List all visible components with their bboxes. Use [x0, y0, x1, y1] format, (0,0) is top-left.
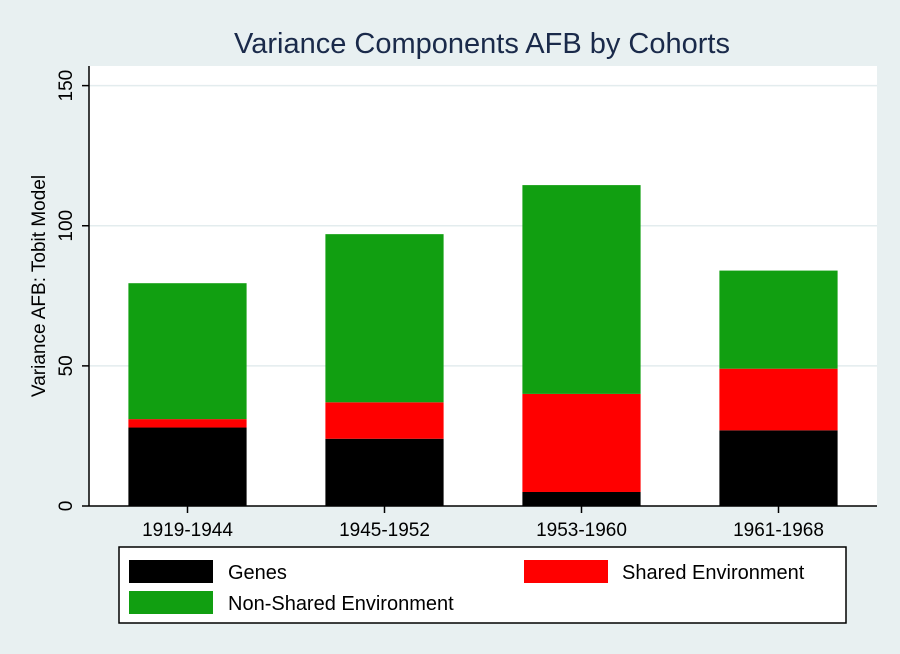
legend-swatch [129, 591, 213, 614]
legend-swatch [524, 560, 608, 583]
legend-label: Genes [228, 562, 287, 584]
bar-segment [719, 270, 838, 369]
bar-segment [128, 283, 247, 420]
legend-label: Non-Shared Environment [228, 593, 454, 615]
y-axis-label: Variance AFB: Tobit Model [29, 175, 50, 397]
y-tick-label: 50 [56, 355, 77, 376]
bars [128, 185, 838, 506]
legend-label: Shared Environment [622, 562, 805, 584]
bar-segment [719, 368, 838, 431]
bar-segment [325, 402, 444, 439]
y-axis: 0 50 100 150 [56, 66, 90, 512]
legend-swatch [129, 560, 213, 583]
y-tick-label: 100 [56, 210, 77, 242]
bar-segment [325, 234, 444, 403]
legend: Genes Shared Environment Non-Shared Enviro… [118, 546, 847, 624]
x-axis: 1919-1944 1945-1952 1953-1960 1961-1968 [89, 505, 877, 541]
chart-title: Variance Components AFB by Cohorts [234, 28, 730, 60]
bar-segment [522, 491, 641, 506]
y-tick-label: 150 [56, 70, 77, 102]
x-tick-label: 1961-1968 [733, 520, 824, 541]
legend-box [118, 546, 847, 624]
y-tick-label: 0 [56, 501, 77, 512]
bar-segment [522, 185, 641, 394]
x-tick-label: 1953-1960 [536, 520, 627, 541]
x-tick-label: 1945-1952 [339, 520, 430, 541]
bar-segment [719, 430, 838, 506]
bar-segment [128, 427, 247, 506]
bar-segment [325, 438, 444, 506]
x-tick-label: 1919-1944 [142, 520, 233, 541]
bar-segment [522, 393, 641, 492]
bar-segment [128, 419, 247, 428]
